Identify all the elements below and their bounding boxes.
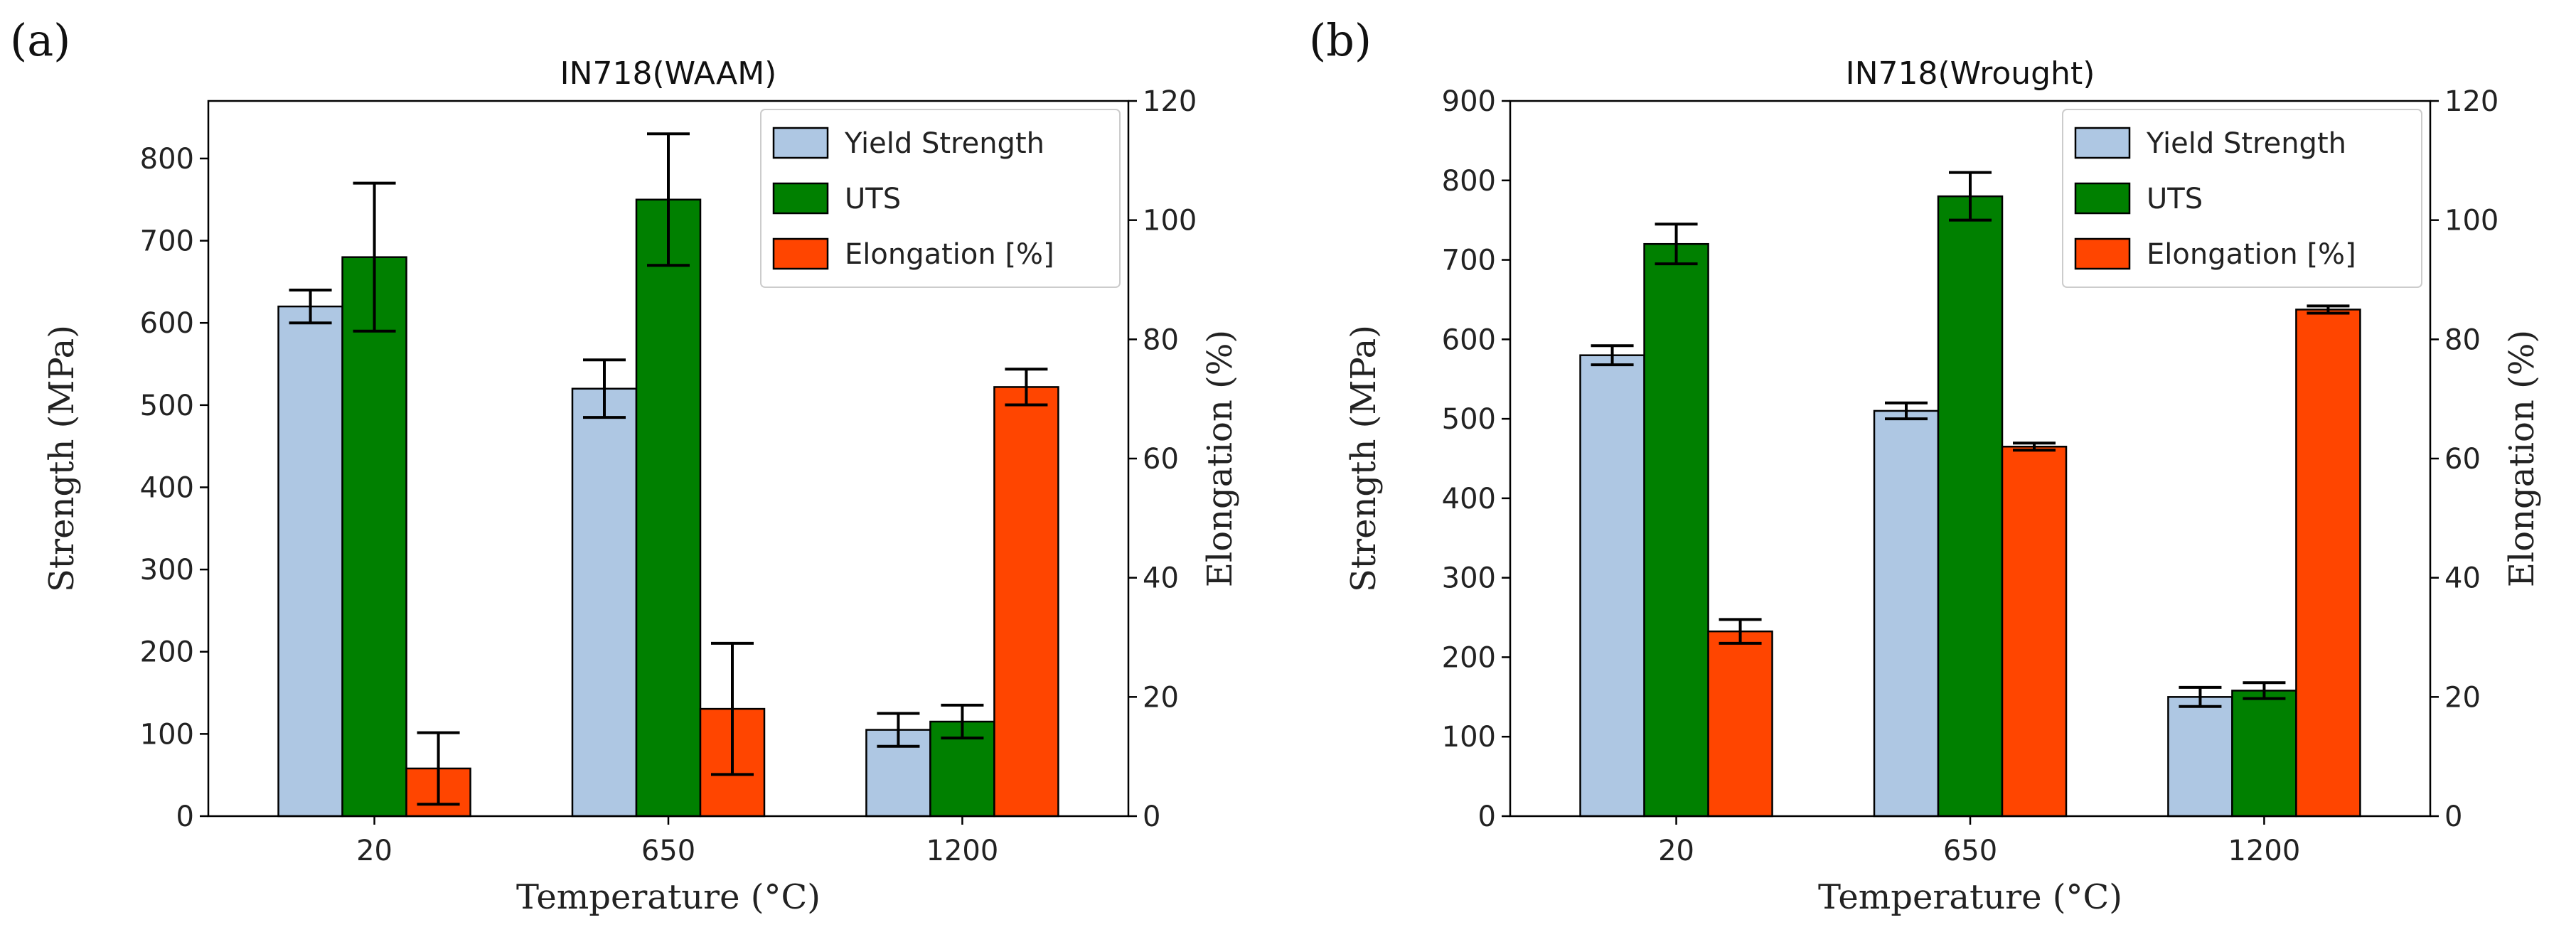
y2-tick-label: 60	[2444, 443, 2481, 476]
y-tick-label: 100	[140, 718, 194, 751]
y2-tick-label: 100	[2444, 205, 2498, 237]
y-tick-label: 900	[1442, 85, 1496, 118]
legend: Yield Strength UTS Elongation [%]	[2062, 109, 2422, 288]
bar-yield-strength-1200	[2167, 696, 2233, 818]
x-tick-label: 1200	[926, 835, 999, 867]
bar-uts-650	[635, 198, 702, 818]
bar-uts-1200	[2231, 690, 2297, 818]
y-tick-label: 400	[1442, 483, 1496, 515]
bar-uts-20	[341, 256, 407, 818]
legend-swatch	[2074, 127, 2131, 159]
bar-yield-strength-650	[571, 387, 638, 818]
y-tick-label: 200	[140, 636, 194, 669]
legend-box	[760, 109, 1121, 288]
legend-entry: UTS	[2147, 183, 2203, 215]
legend-swatch	[2074, 237, 2131, 270]
panel-label: (b)	[1309, 14, 1372, 66]
bar-uts-650	[1937, 195, 2004, 818]
legend-swatch	[772, 127, 829, 159]
panel-label: (a)	[10, 14, 70, 66]
legend-entry: UTS	[845, 183, 901, 215]
legend-swatch	[2074, 182, 2131, 215]
legend: Yield Strength UTS Elongation [%]	[760, 109, 1121, 288]
y-tick-label: 800	[140, 143, 194, 176]
y2-axis-label: Elongation (%)	[2502, 330, 2542, 587]
y-tick-label: 500	[140, 390, 194, 422]
y-tick-label: 700	[140, 225, 194, 258]
legend-box	[2062, 109, 2422, 288]
legend-swatch	[772, 237, 829, 270]
x-tick-label: 20	[356, 835, 392, 867]
bar-elongation-20	[1707, 630, 1773, 818]
y2-axis-label: Elongation (%)	[1200, 330, 1240, 587]
y2-tick-label: 0	[1143, 801, 1160, 833]
y-tick-label: 0	[176, 801, 194, 833]
y-tick-label: 300	[140, 554, 194, 587]
legend-entry: Yield Strength	[844, 127, 1044, 160]
bar-elongation-1200	[993, 386, 1059, 818]
x-axis-label: Temperature (°C)	[516, 877, 821, 917]
y2-tick-label: 100	[1143, 205, 1197, 237]
x-tick-label: 650	[641, 835, 695, 867]
x-axis-label: Temperature (°C)	[1818, 877, 2122, 917]
y2-tick-label: 20	[1143, 681, 1179, 714]
y-tick-label: 400	[140, 471, 194, 504]
chart-title: IN718(Wrought)	[1846, 55, 2095, 92]
y-tick-label: 0	[1478, 801, 1496, 833]
y-tick-label: 500	[1442, 403, 1496, 436]
x-tick-label: 650	[1943, 835, 1997, 867]
y2-tick-label: 80	[1143, 323, 1179, 356]
legend-entry: Elongation [%]	[845, 238, 1054, 271]
y2-tick-label: 120	[2444, 85, 2498, 118]
chart-title: IN718(WAAM)	[560, 55, 777, 92]
legend-entry: Elongation [%]	[2147, 238, 2356, 271]
y-tick-label: 600	[1442, 323, 1496, 356]
chart-panel-a: (a) IN718(WAAM) 0 100 200 300 400 500 600 700 800 0…	[10, 14, 1240, 917]
y-tick-label: 800	[1442, 165, 1496, 198]
legend-swatch	[772, 182, 829, 215]
y2-tick-label: 40	[1143, 562, 1179, 595]
legend-entry: Yield Strength	[2146, 127, 2346, 160]
y-axis-label: Strength (MPa)	[1344, 325, 1384, 592]
y2-tick-label: 60	[1143, 443, 1179, 476]
bar-yield-strength-20	[277, 305, 343, 818]
y-tick-label: 600	[140, 307, 194, 340]
y-tick-label: 700	[1442, 245, 1496, 277]
y-tick-label: 300	[1442, 562, 1496, 595]
bar-yield-strength-20	[1579, 354, 1645, 818]
x-tick-label: 20	[1658, 835, 1694, 867]
y-tick-label: 100	[1442, 721, 1496, 754]
y2-tick-label: 80	[2444, 323, 2481, 356]
y2-tick-label: 40	[2444, 562, 2481, 595]
bar-elongation-650	[2001, 445, 2068, 818]
y2-tick-label: 120	[1143, 85, 1197, 118]
bar-elongation-1200	[2295, 309, 2361, 818]
y-tick-label: 200	[1442, 641, 1496, 674]
x-tick-label: 1200	[2228, 835, 2301, 867]
y2-tick-label: 20	[2444, 681, 2481, 714]
y2-tick-label: 0	[2444, 801, 2462, 833]
bar-uts-20	[1643, 242, 1709, 818]
y-axis-label: Strength (MPa)	[42, 325, 82, 592]
chart-panel-b: (b)IN718(Wrought)01002003004005006007008…	[1309, 14, 2542, 917]
bar-yield-strength-650	[1873, 409, 1940, 818]
